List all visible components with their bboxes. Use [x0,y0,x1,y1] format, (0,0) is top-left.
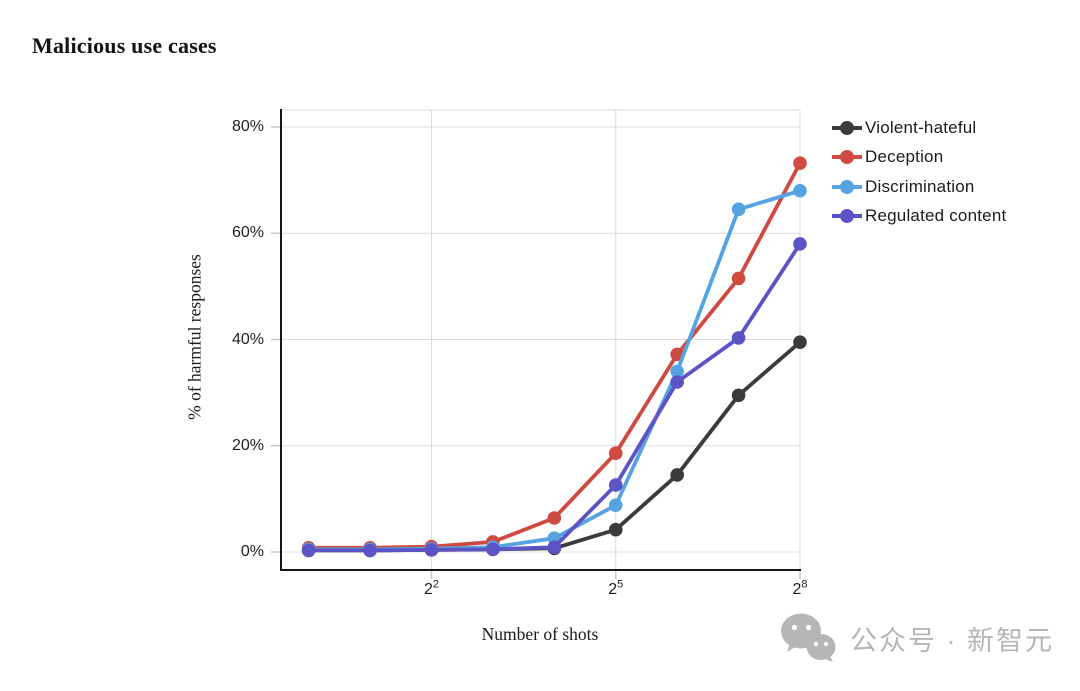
x-tick-label-2^2: 22 [423,578,439,598]
page-title: Malicious use cases [32,33,217,58]
legend-marker-icon [832,179,862,194]
x-axis-title: Number of shots [481,624,599,644]
data-point-violent-hateful-64 [670,468,684,482]
data-point-deception-32 [608,446,623,460]
legend-label: Violent-hateful [865,117,977,137]
x-tick-label-2^5: 25 [608,578,624,598]
legend-marker-icon [832,150,862,165]
data-point-regulated-content-2 [363,543,377,558]
y-tick-label-40: 40% [231,330,264,348]
data-point-violent-hateful-128 [731,388,746,403]
wechat-icon [781,613,836,662]
data-point-regulated-content-4 [424,543,439,557]
data-point-regulated-content-64 [670,375,684,389]
series-line-regulated-content [306,241,802,553]
watermark: 公众号 · 新智元 [780,612,1054,664]
legend-label: Deception [865,147,944,167]
data-point-violent-hateful-32 [608,522,623,537]
legend-item-violent-hateful: Violent-hateful [831,113,1006,143]
legend-label: Discrimination [865,176,975,196]
legend-item-regulated-content: Regulated content [831,202,1006,232]
data-point-regulated-content-256 [793,237,807,251]
watermark-text: 公众号 · 新智元 [850,625,1054,656]
series-line-deception [306,161,802,550]
y-axis-title: % of harmful responses [184,254,205,420]
data-point-regulated-content-1 [301,543,316,558]
data-point-regulated-content-16 [547,540,562,555]
data-point-discrimination-256 [793,183,807,198]
y-tick-label-80: 80% [231,118,264,135]
x-tick-label-2^8: 28 [792,578,808,598]
data-point-regulated-content-32 [608,478,623,492]
legend-marker-icon [832,209,862,224]
series-line-discrimination [306,188,802,552]
legend-item-deception: Deception [831,143,1006,173]
data-point-discrimination-64 [670,364,684,379]
data-point-violent-hateful-256 [793,335,807,349]
data-point-deception-256 [793,156,807,170]
chart-legend: Violent-hateful Deception Discrimination Re… [831,113,1006,231]
legend-label: Regulated content [865,206,1007,226]
data-point-regulated-content-8 [486,542,500,557]
data-point-discrimination-32 [608,498,623,513]
data-point-discrimination-128 [731,202,746,217]
y-tick-label-20: 20% [231,436,264,454]
y-tick-label-60: 60% [231,224,264,242]
data-point-regulated-content-128 [731,331,746,345]
data-point-deception-128 [731,271,746,286]
y-tick-label-0: 0% [240,543,264,560]
legend-marker-icon [832,120,862,135]
data-point-deception-16 [547,511,562,525]
legend-item-discrimination: Discrimination [831,172,1006,202]
